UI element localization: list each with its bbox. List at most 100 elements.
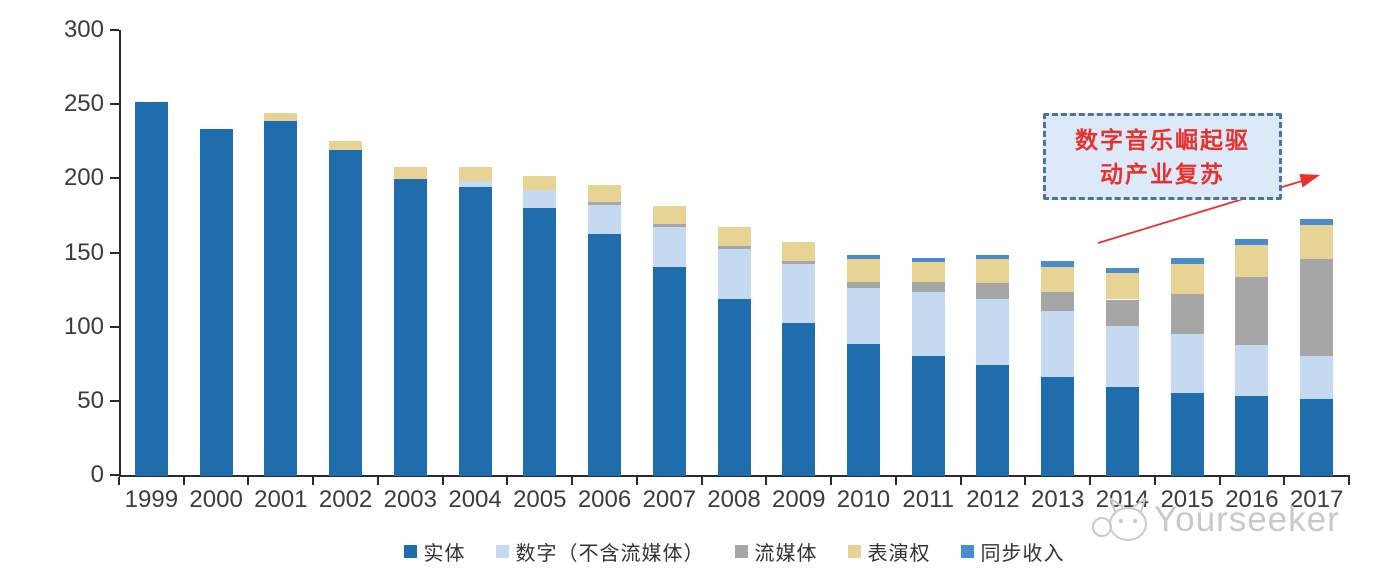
y-axis-label: 250 <box>63 90 104 118</box>
x-axis-tick <box>1218 477 1221 485</box>
x-axis-label-2001: 2001 <box>254 486 308 513</box>
legend-item-physical: 实体 <box>403 537 466 566</box>
bar-segment-performance-rights <box>1170 263 1204 294</box>
bar-segment-physical <box>846 343 880 476</box>
x-axis-label-2016: 2016 <box>1225 486 1279 513</box>
bar-segment-digital-ex-streaming <box>1235 345 1269 396</box>
annotation-text-line1: 数字音乐崛起驱 <box>1075 126 1250 153</box>
legend-label-streaming: 流媒体 <box>754 543 818 565</box>
bar-segment-physical <box>717 299 751 476</box>
bar-segment-streaming <box>717 246 751 250</box>
bar-segment-performance-rights <box>329 140 363 150</box>
bar-segment-streaming <box>1300 259 1334 356</box>
x-axis-tick <box>376 477 379 485</box>
bar-2008 <box>717 30 751 476</box>
bar-segment-physical <box>393 179 427 476</box>
bar-segment-physical <box>782 323 816 476</box>
bar-segment-streaming <box>976 283 1010 300</box>
x-axis-tick <box>959 477 962 485</box>
x-axis-label-2007: 2007 <box>642 486 696 513</box>
bar-segment-performance-rights <box>1300 225 1334 260</box>
x-axis-tick <box>1024 477 1027 485</box>
bar-segment-digital-ex-streaming <box>652 226 686 267</box>
x-axis-label-1999: 1999 <box>124 486 179 513</box>
legend-swatch-physical <box>403 545 417 558</box>
y-axis-tick <box>110 103 119 106</box>
bar-segment-streaming <box>1041 292 1075 312</box>
x-axis-label-2009: 2009 <box>772 486 826 513</box>
bar-2014 <box>1105 30 1139 476</box>
bar-segment-performance-rights <box>393 167 427 180</box>
y-axis-label: 50 <box>77 386 104 414</box>
bar-2001 <box>264 30 298 476</box>
x-axis-tick <box>894 477 897 485</box>
x-axis-tick <box>1089 477 1092 485</box>
x-axis-tick <box>118 477 120 485</box>
bar-segment-physical <box>652 266 686 476</box>
bar-2009 <box>782 30 816 476</box>
legend-swatch-performance-rights <box>847 545 861 558</box>
bar-segment-performance-rights <box>523 176 557 190</box>
bar-segment-physical <box>1300 398 1334 476</box>
bar-segment-performance-rights <box>976 259 1010 284</box>
bar-segment-streaming <box>911 281 945 293</box>
bar-segment-digital-ex-streaming <box>911 292 945 356</box>
bar-2002 <box>329 30 363 476</box>
bar-segment-sync-revenue <box>911 257 945 263</box>
y-axis-tick <box>110 251 119 254</box>
bar-segment-digital-ex-streaming <box>1170 333 1204 393</box>
legend-label-performance-rights: 表演权 <box>867 543 931 565</box>
y-axis-tick <box>110 29 119 31</box>
x-axis-label-2010: 2010 <box>836 486 891 513</box>
bar-segment-sync-revenue <box>1105 268 1139 273</box>
cat-logo-icon <box>1092 496 1147 541</box>
bar-segment-performance-rights <box>588 185 622 202</box>
bar-2007 <box>652 30 686 476</box>
y-axis-tick <box>110 399 119 402</box>
bar-segment-performance-rights <box>1235 244 1269 278</box>
x-axis-tick <box>182 477 185 485</box>
x-axis-tick <box>765 477 768 485</box>
x-axis-tick <box>700 477 703 485</box>
y-axis-tick <box>110 474 119 476</box>
bar-2006 <box>588 30 622 476</box>
legend-item-digital-ex-streaming: 数字（不含流媒体） <box>495 537 705 566</box>
x-axis-label-2002: 2002 <box>318 486 373 513</box>
x-axis-tick <box>247 477 250 485</box>
bar-segment-digital-ex-streaming <box>458 180 492 187</box>
x-axis-tick <box>571 477 574 485</box>
y-axis-label: 300 <box>63 16 104 43</box>
x-axis-tick <box>1153 477 1156 485</box>
bar-segment-sync-revenue <box>846 255 880 260</box>
x-axis-label-2004: 2004 <box>448 486 502 513</box>
bar-2010 <box>846 30 880 476</box>
bar-2017 <box>1300 30 1334 476</box>
bar-segment-sync-revenue <box>1300 219 1334 226</box>
y-axis-tick <box>110 177 119 180</box>
x-axis-label-2008: 2008 <box>707 486 761 513</box>
bar-segment-streaming <box>782 260 816 264</box>
legend-swatch-sync-revenue <box>960 545 974 558</box>
x-axis-label-2011: 2011 <box>902 486 954 513</box>
bar-segment-physical <box>134 102 168 476</box>
bar-segment-streaming <box>1235 277 1269 346</box>
bar-segment-physical <box>976 364 1010 476</box>
x-axis-tick <box>441 477 444 485</box>
bar-2012 <box>976 30 1010 476</box>
bar-segment-physical <box>588 234 622 476</box>
bar-2016 <box>1235 30 1269 476</box>
watermark: Yourseeker <box>1088 494 1340 546</box>
x-axis-label-2012: 2012 <box>966 486 1020 513</box>
bar-segment-performance-rights <box>458 167 492 181</box>
y-axis-line <box>119 30 121 477</box>
x-axis-label-2005: 2005 <box>513 486 567 513</box>
bar-segment-sync-revenue <box>1041 260 1075 267</box>
bar-2013 <box>1041 30 1075 476</box>
bar-segment-physical <box>1170 392 1204 476</box>
bar-segment-physical <box>264 121 298 476</box>
bar-2011 <box>911 30 945 476</box>
bar-segment-streaming <box>846 281 880 288</box>
bar-segment-digital-ex-streaming <box>1300 355 1334 399</box>
legend-label-sync-revenue: 同步收入 <box>980 543 1065 565</box>
